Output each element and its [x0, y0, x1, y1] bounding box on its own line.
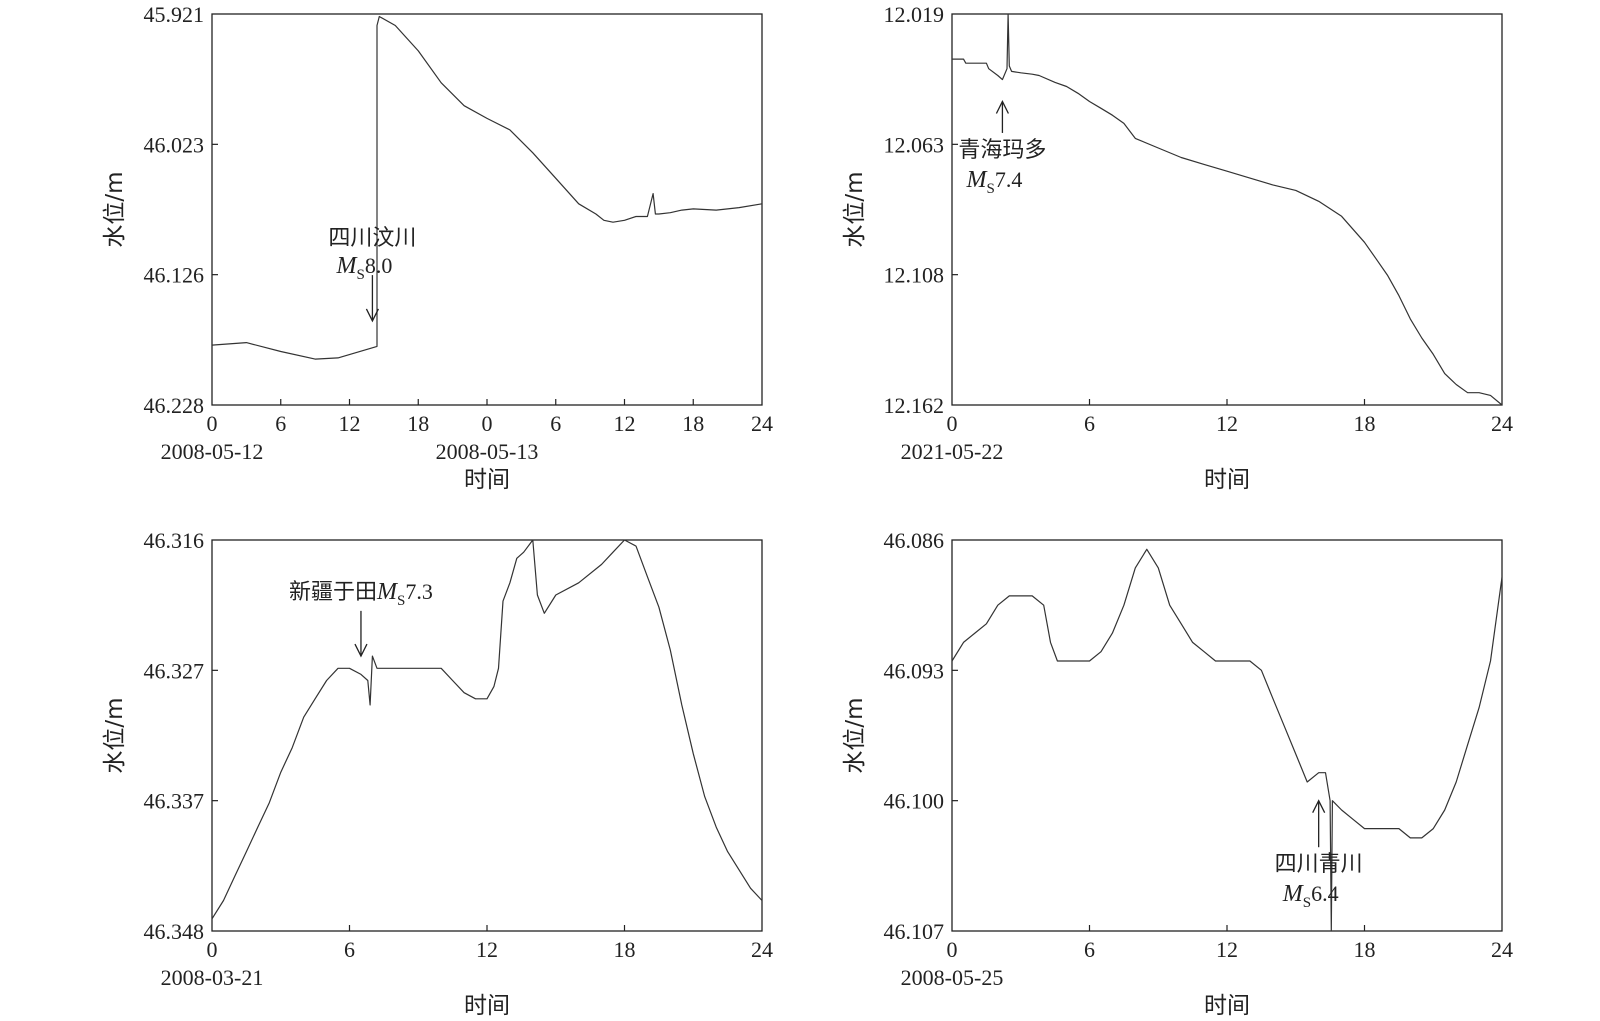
series-line: [951, 548, 1503, 932]
x-axis-title: 时间: [464, 467, 510, 493]
date-label: 2008-05-12: [161, 439, 264, 464]
annotation-magnitude-subscript: S: [986, 181, 994, 197]
x-tick-label: 0: [947, 937, 958, 962]
annotation-place: 青海玛多: [958, 138, 1046, 163]
series-line: [211, 15, 763, 360]
x-tick-label: 12: [1216, 937, 1238, 962]
annotation-place: 新疆于田: [289, 580, 377, 605]
annotation-magnitude: MS6.4: [1282, 881, 1339, 911]
annotation-arrow-head: [1312, 799, 1326, 813]
annotation-magnitude-symbol: M: [1282, 881, 1305, 907]
x-tick-label: 12: [1216, 411, 1238, 436]
x-tick-label: 0: [207, 937, 218, 962]
x-axis-title: 时间: [1204, 993, 1250, 1019]
x-tick-label: 0: [947, 411, 958, 436]
x-tick-label: 12: [614, 411, 636, 436]
annotation-arrow-head: [365, 308, 379, 323]
x-tick-label: 18: [614, 937, 636, 962]
annotation-magnitude-value: 8.0: [365, 253, 393, 278]
y-tick-label: 46.228: [144, 393, 205, 418]
annotation-magnitude: MS7.4: [965, 167, 1022, 197]
annotation-magnitude-value: 6.4: [1311, 881, 1339, 906]
x-tick-label: 12: [476, 937, 498, 962]
series-line: [211, 539, 763, 920]
x-tick-label: 24: [1491, 937, 1513, 962]
y-tick-label: 12.019: [884, 2, 945, 27]
earthquake-annotation: 四川青川 MS6.4: [1275, 799, 1363, 911]
x-tick-label: 6: [344, 937, 355, 962]
plot-frame: [951, 539, 1503, 932]
plot-frame: [951, 13, 1503, 406]
annotation-magnitude-subscript: S: [1303, 895, 1311, 911]
annotation-magnitude-symbol: M: [335, 253, 358, 279]
annotation-magnitude: MS8.0: [335, 253, 392, 283]
y-tick-label: 46.086: [884, 528, 945, 553]
y-tick-label: 46.327: [144, 658, 205, 683]
y-tick-label: 46.337: [144, 789, 205, 814]
date-label: 2008-05-13: [436, 439, 539, 464]
annotation-magnitude-subscript: S: [397, 593, 405, 609]
x-tick-label: 0: [482, 411, 493, 436]
y-tick-label: 12.063: [884, 132, 945, 157]
x-tick-label: 24: [751, 937, 773, 962]
y-tick-label: 46.023: [144, 132, 205, 157]
annotation-arrow-head: [354, 643, 368, 658]
x-tick-label: 6: [1084, 937, 1095, 962]
y-tick-label: 46.107: [884, 919, 945, 944]
x-tick-label: 24: [1491, 411, 1513, 436]
y-axis-title: 水位/m: [102, 697, 128, 773]
earthquake-annotation: 青海玛多 MS7.4: [958, 100, 1046, 197]
y-axis-title: 水位/m: [102, 171, 128, 247]
y-tick-label: 46.348: [144, 919, 205, 944]
x-axis-title: 时间: [1204, 467, 1250, 493]
annotation-place: 四川汶川: [328, 226, 416, 251]
date-label: 2021-05-22: [901, 439, 1004, 464]
annotation-magnitude-subscript: S: [356, 267, 364, 283]
y-tick-label: 45.921: [144, 2, 205, 27]
earthquake-annotation: 新疆于田MS7.3: [289, 579, 433, 658]
plot-frame: [211, 13, 763, 406]
annotation-label: 新疆于田MS7.3: [289, 579, 433, 609]
y-tick-label: 12.108: [884, 263, 945, 288]
x-axis-title: 时间: [464, 993, 510, 1019]
y-axis-title: 水位/m: [842, 171, 868, 247]
series-line: [952, 13, 1503, 406]
x-tick-label: 12: [339, 411, 361, 436]
annotation-magnitude-symbol: M: [376, 579, 399, 605]
annotation-place: 四川青川: [1275, 852, 1363, 877]
x-tick-label: 18: [682, 411, 704, 436]
y-tick-label: 46.316: [144, 528, 205, 553]
x-tick-label: 18: [407, 411, 429, 436]
date-label: 2008-03-21: [161, 965, 264, 990]
annotation-magnitude-value: 7.3: [405, 579, 433, 604]
x-tick-label: 6: [1084, 411, 1095, 436]
annotation-magnitude-value: 7.4: [995, 167, 1023, 192]
x-tick-label: 0: [207, 411, 218, 436]
x-tick-label: 6: [275, 411, 286, 436]
y-tick-label: 46.100: [884, 789, 945, 814]
x-tick-label: 24: [751, 411, 773, 436]
x-tick-label: 18: [1354, 411, 1376, 436]
y-tick-label: 12.162: [884, 393, 945, 418]
x-tick-label: 6: [550, 411, 561, 436]
x-tick-label: 18: [1354, 937, 1376, 962]
date-label: 2008-05-25: [901, 965, 1004, 990]
annotation-magnitude-symbol: M: [965, 167, 988, 193]
y-tick-label: 46.126: [144, 263, 205, 288]
annotation-arrow-head: [995, 100, 1010, 114]
y-tick-label: 46.093: [884, 658, 945, 683]
y-axis-title: 水位/m: [842, 697, 868, 773]
